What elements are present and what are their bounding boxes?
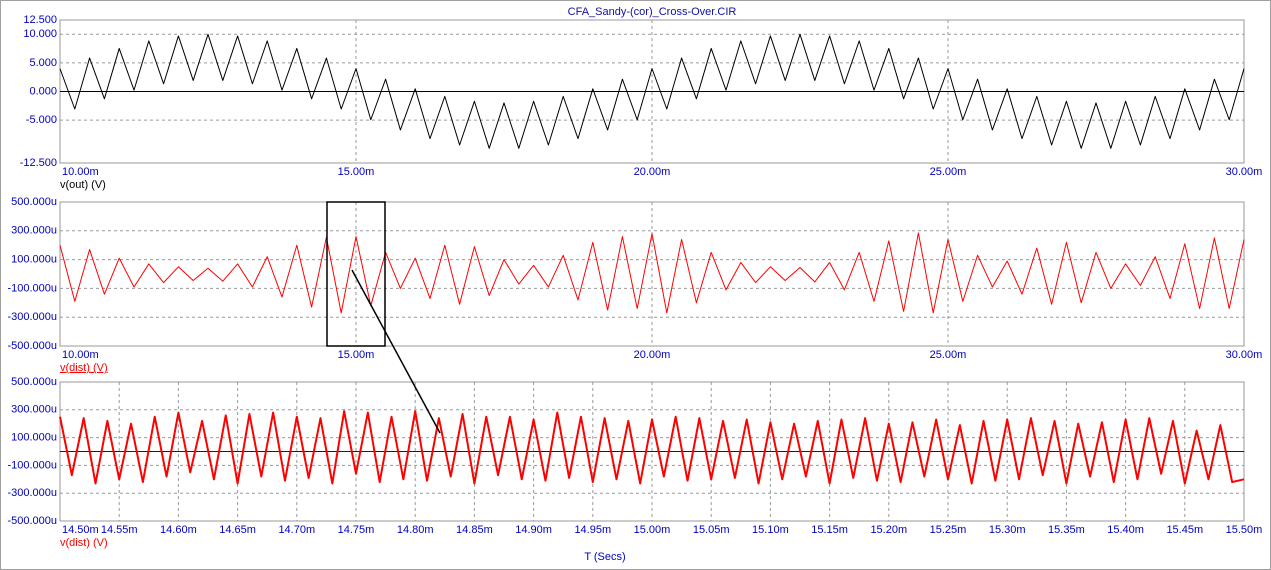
y-tick-label: 100.000u <box>11 432 57 444</box>
y-tick-label: 0.000 <box>29 85 57 97</box>
x-tick-label: 14.60m <box>160 524 197 536</box>
x-tick-label: 20.00m <box>634 166 671 178</box>
y-tick-label: 500.000u <box>11 376 57 388</box>
x-tick-label: 10.00m <box>62 349 99 361</box>
x-tick-label: 14.95m <box>574 524 611 536</box>
x-tick-label: 15.40m <box>1107 524 1144 536</box>
y-tick-label: 500.000u <box>11 196 57 208</box>
y-tick-label: 100.000u <box>11 254 57 266</box>
y-tick-label: -300.000u <box>7 311 57 323</box>
zoom-pointer <box>351 269 441 434</box>
x-tick-label: 15.45m <box>1166 524 1203 536</box>
x-tick-label: 15.00m <box>338 349 375 361</box>
x-tick-label: 15.20m <box>870 524 907 536</box>
x-tick-label: 30.00m <box>1226 349 1263 361</box>
x-tick-label: 14.75m <box>338 524 375 536</box>
y-tick-label: -100.000u <box>7 459 57 471</box>
legend-entry: v(dist) (V) <box>60 362 108 374</box>
x-tick-label: 15.00m <box>634 524 671 536</box>
chart-title: CFA_Sandy-(cor)_Cross-Over.CIR <box>568 6 737 18</box>
x-tick-label: 14.85m <box>456 524 493 536</box>
x-tick-label: 14.70m <box>278 524 315 536</box>
y-tick-label: -500.000u <box>7 515 57 527</box>
series-line <box>59 410 1245 485</box>
x-tick-label: 14.90m <box>515 524 552 536</box>
x-tick-label: 15.05m <box>693 524 730 536</box>
y-tick-label: 300.000u <box>11 404 57 416</box>
x-tick-label: 15.50m <box>1226 524 1263 536</box>
y-tick-label: 5.000 <box>29 57 57 69</box>
series-line <box>59 232 1245 314</box>
x-tick-label: 14.65m <box>219 524 256 536</box>
x-axis-label: T (Secs) <box>584 551 625 563</box>
legend-entry: v(dist) (V) <box>60 537 108 549</box>
y-tick-label: 10.000 <box>23 28 57 40</box>
x-tick-label: 25.00m <box>930 166 967 178</box>
zoom-box <box>326 201 386 347</box>
x-tick-label: 20.00m <box>634 349 671 361</box>
y-tick-label: -100.000u <box>7 282 57 294</box>
y-tick-label: 12.500 <box>23 14 57 26</box>
y-tick-label: 300.000u <box>11 225 57 237</box>
x-tick-label: 15.00m <box>338 166 375 178</box>
legend-entry: v(out) (V) <box>60 179 106 191</box>
x-tick-label: 14.55m <box>101 524 138 536</box>
y-tick-label: -500.000u <box>7 340 57 352</box>
y-tick-label: -12.500 <box>20 157 57 169</box>
plots: 12.500 10.000 5.000 0.000 -5.000 -12.500 10.00… <box>7 14 1262 549</box>
x-tick-label: 14.50m <box>62 524 99 536</box>
x-tick-label: 15.30m <box>989 524 1026 536</box>
x-tick-label: 15.10m <box>752 524 789 536</box>
x-tick-label: 15.35m <box>1048 524 1085 536</box>
x-tick-label: 25.00m <box>930 349 967 361</box>
x-tick-label: 30.00m <box>1226 166 1263 178</box>
series-line <box>59 33 1245 149</box>
x-tick-label: 15.15m <box>811 524 848 536</box>
x-tick-label: 14.80m <box>397 524 434 536</box>
y-tick-label: -300.000u <box>7 487 57 499</box>
x-tick-label: 15.25m <box>930 524 967 536</box>
x-tick-label: 10.00m <box>62 166 99 178</box>
y-tick-label: -5.000 <box>26 114 57 126</box>
